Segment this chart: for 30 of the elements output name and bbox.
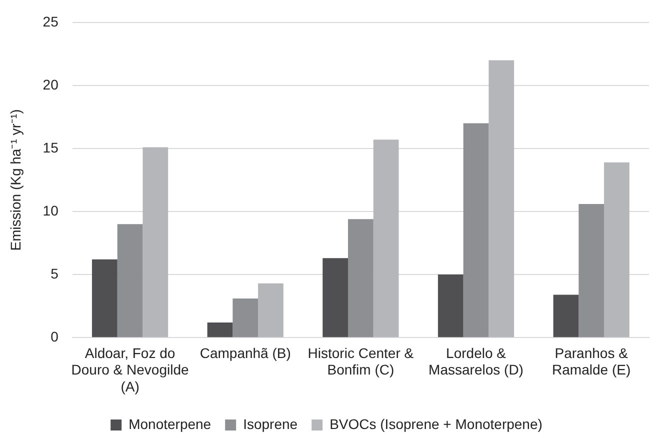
x-tick-label: Campanhã (B)	[200, 344, 291, 361]
x-tick-label: Aldoar, Foz do Douro & Nevogilde (A)	[71, 344, 189, 394]
bar	[232, 298, 258, 338]
bar	[142, 147, 168, 338]
bar	[92, 259, 118, 338]
x-tick-label: Lordelo & Massarelos (D)	[428, 344, 524, 378]
bar	[553, 294, 579, 338]
x-tick-label: Paranhos & Ramalde (E)	[552, 344, 631, 378]
y-axis-title: Emission (Kg ha⁻¹ yr⁻¹)	[7, 109, 24, 251]
bar	[578, 204, 604, 338]
bar	[373, 140, 399, 338]
bar	[117, 224, 143, 338]
y-tick-label: 20	[42, 76, 59, 92]
bar	[604, 162, 630, 338]
legend-label: Isoprene	[243, 416, 298, 432]
bar	[322, 258, 348, 338]
bar	[463, 123, 489, 338]
bar	[488, 60, 514, 338]
y-tick-label: 15	[42, 139, 59, 156]
y-tick-label: 0	[50, 328, 59, 344]
y-tick-label: 25	[42, 13, 59, 30]
x-tick-label: Historic Center & Bonfim (C)	[308, 344, 414, 378]
bar	[438, 274, 464, 338]
bar	[348, 219, 374, 338]
y-tick-label: 10	[42, 202, 59, 218]
legend-label: BVOCs (Isoprene + Monoterpene)	[330, 416, 542, 432]
y-tick-label: 5	[50, 265, 59, 282]
legend-label: Monoterpene	[128, 416, 212, 432]
bar	[258, 283, 284, 338]
bar	[207, 322, 233, 338]
